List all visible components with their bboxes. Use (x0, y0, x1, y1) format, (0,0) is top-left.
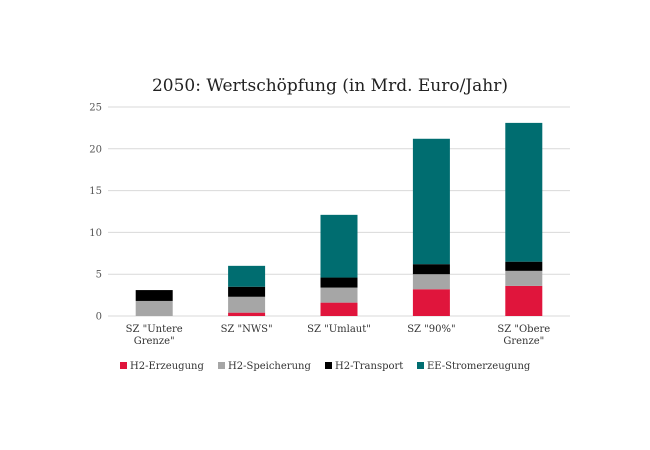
bar-segment (412, 274, 450, 290)
bar-segment (320, 214, 358, 278)
bar-segment (228, 296, 266, 313)
y-tick-label: 25 (89, 103, 102, 114)
bar-segment (320, 277, 358, 288)
legend-label: H2-Transport (335, 361, 403, 372)
y-axis-ticks: 0 5 10 15 20 25 (89, 103, 102, 323)
category-label: SZ "Untere (126, 324, 183, 335)
bar-segment (412, 138, 450, 265)
category-label: SZ "Umlaut" (307, 324, 371, 335)
bar-segment (135, 300, 173, 316)
legend-label: EE-Stromerzeugung (427, 361, 531, 372)
bars (135, 122, 543, 316)
bar-segment (135, 290, 173, 301)
bar-segment (505, 270, 543, 286)
bar-segment (412, 289, 450, 316)
y-tick-label: 20 (89, 144, 102, 155)
y-tick-label: 15 (89, 186, 102, 197)
category-label: Grenze" (503, 336, 544, 347)
bar-segment (228, 265, 266, 287)
legend-label: H2-Erzeugung (130, 361, 204, 372)
category-label: SZ "Obere (497, 324, 550, 335)
y-tick-label: 0 (96, 312, 102, 323)
bar-segment (412, 264, 450, 275)
legend: H2-Erzeugung H2-Speicherung H2-Transport EE… (120, 361, 531, 372)
bar-segment (505, 122, 543, 262)
bar-segment (505, 261, 543, 271)
chart-title: 2050: Wertschöpfung (in Mrd. Euro/Jahr) (152, 76, 508, 96)
legend-swatch (218, 362, 225, 369)
category-label: SZ "90%" (407, 324, 455, 335)
legend-swatch (120, 362, 127, 369)
y-tick-label: 10 (89, 228, 102, 239)
y-tick-label: 5 (96, 270, 102, 281)
legend-label: H2-Speicherung (228, 361, 311, 372)
bar-segment (228, 286, 266, 297)
legend-swatch (325, 362, 332, 369)
category-label: SZ "NWS" (221, 324, 273, 335)
bar-segment (228, 312, 266, 316)
bar-segment (505, 285, 543, 316)
category-label: Grenze" (134, 336, 175, 347)
legend-swatch (417, 362, 424, 369)
bar-segment (320, 287, 358, 303)
bar-segment (320, 302, 358, 316)
